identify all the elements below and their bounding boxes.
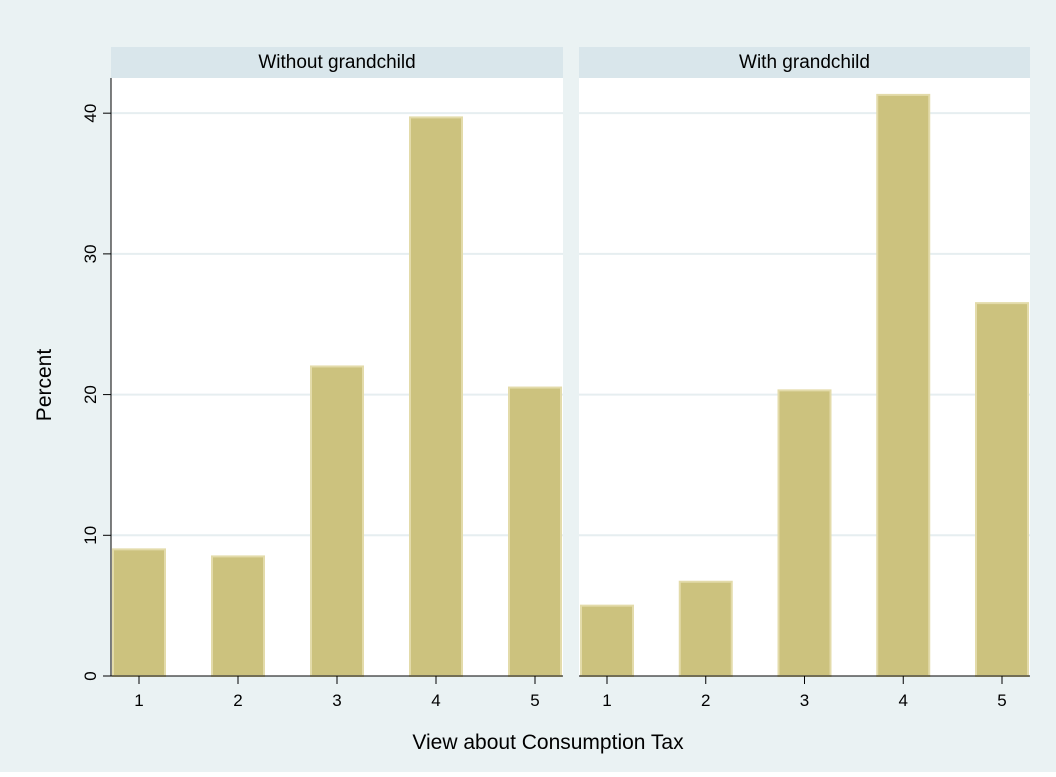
bar <box>580 604 634 677</box>
bar <box>777 389 832 677</box>
bar <box>678 580 733 677</box>
x-tick-label: 4 <box>899 691 908 710</box>
x-axis-title: View about Consumption Tax <box>412 731 684 754</box>
x-ticks: 1 2 3 4 5 <box>579 675 1030 710</box>
bar <box>975 302 1029 677</box>
bar <box>508 386 562 677</box>
x-tick-label: 3 <box>332 691 341 710</box>
bars <box>112 116 562 678</box>
panel-title: Without grandchild <box>258 52 415 73</box>
y-tick-label: 20 <box>81 385 100 404</box>
x-tick-label: 1 <box>134 691 143 710</box>
y-axis: 0 10 20 30 40 <box>81 78 112 681</box>
panel-header <box>111 47 563 78</box>
y-tick-label: 0 <box>81 671 100 680</box>
bar <box>112 548 166 677</box>
y-ticks: 0 10 20 30 40 <box>81 104 111 681</box>
x-tick-label: 2 <box>701 691 710 710</box>
bars <box>580 93 1029 677</box>
x-tick-label: 3 <box>800 691 809 710</box>
y-tick-label: 40 <box>81 104 100 123</box>
panel-without-grandchild: Without grandchild 1 2 3 4 5 <box>111 47 563 710</box>
panel-header <box>579 47 1030 78</box>
y-axis-title: Percent <box>33 349 56 422</box>
x-tick-label: 5 <box>530 691 539 710</box>
bar <box>876 93 931 677</box>
x-tick-label: 1 <box>602 691 611 710</box>
panel-with-grandchild: With grandchild 1 2 3 4 5 <box>579 47 1030 710</box>
y-tick-label: 30 <box>81 244 100 263</box>
y-tick-label: 10 <box>81 526 100 545</box>
bar <box>310 365 364 677</box>
bar <box>211 555 265 678</box>
x-ticks: 1 2 3 4 5 <box>111 675 563 710</box>
panel-title: With grandchild <box>739 52 870 73</box>
x-tick-label: 4 <box>431 691 440 710</box>
bar <box>409 116 463 677</box>
x-tick-label: 2 <box>233 691 242 710</box>
x-tick-label: 5 <box>997 691 1006 710</box>
